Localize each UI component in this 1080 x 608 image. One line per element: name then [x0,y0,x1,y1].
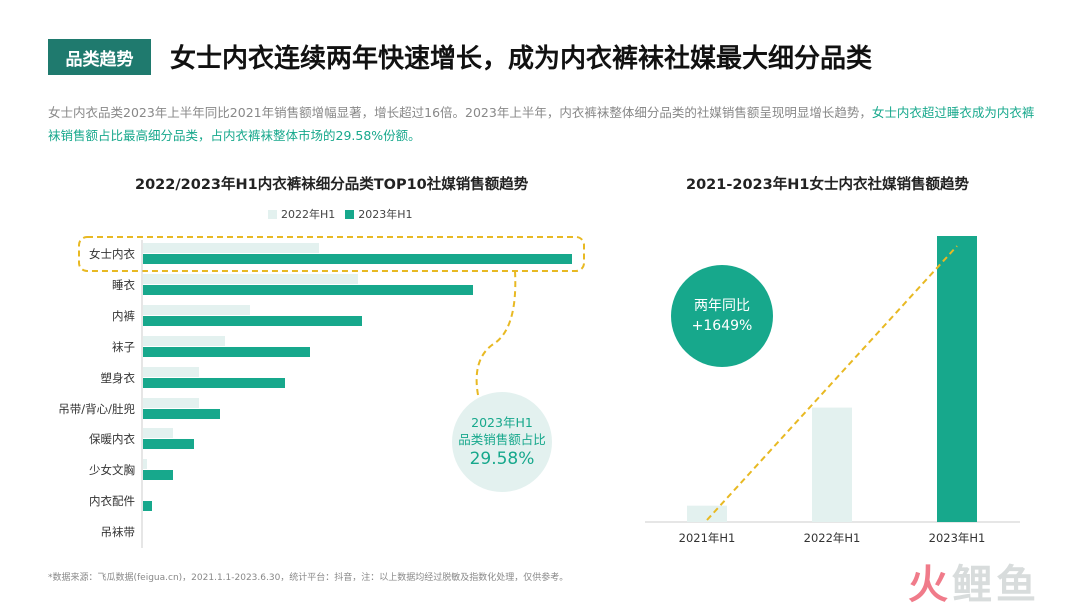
logo-red-char: 火 [908,562,952,608]
category-label: 内衣配件 [89,494,135,509]
category-label: 塑身衣 [100,370,136,385]
highlight-box [78,236,585,272]
category-label: 袜子 [112,339,135,354]
x-tick-label: 2021年H1 [678,531,736,545]
bar-2023 [143,315,362,326]
legend-label-2022: 2022年H1 [281,208,336,221]
x-tick-label: 2022年H1 [803,531,861,545]
legend-item-2023: 2023年H1 [345,206,413,222]
legend-item-2022: 2022年H1 [268,206,335,222]
bar-2022 [143,459,148,470]
growth-callout: 两年同比 +1649% [671,265,773,367]
left-chart-legend: 2022年H1 2023年H1 [268,206,413,222]
logo-grey-chars: 鲤鱼 [952,562,1040,608]
bar-2022 [143,243,319,253]
bar-2022 [143,428,174,439]
category-label: 女士内衣 [89,247,135,261]
bar-2023 [143,377,285,388]
bar-2023 [143,470,174,481]
share-callout-line1: 2023年H1 [471,415,533,430]
bar-2022 [143,366,199,377]
category-label: 睡衣 [112,277,135,292]
callout-connector [475,270,517,396]
description: 女士内衣品类2023年上半年同比2021年销售额增幅显著，增长超过16倍。202… [48,101,1038,147]
bar-2023 [143,408,221,419]
bar-2022 [143,397,199,408]
footer-source: *数据来源：飞瓜数据(feigua.cn)，2021.1.1-2023.6.30… [48,573,569,583]
share-callout-line2: 品类销售额占比 [458,432,546,447]
category-label: 内裤 [112,308,135,323]
trend-line [706,245,958,521]
bar-2023 [143,284,474,295]
category-label: 吊带/背心/肚兜 [58,401,135,416]
right-chart-title: 2021-2023年H1女士内衣社媒销售额趋势 [686,177,969,193]
category-label: 少女文胸 [89,463,135,478]
category-label: 保暖内衣 [89,432,135,447]
bar-2022 [143,335,225,346]
x-tick-label: 2023年H1 [928,531,986,545]
brand-logo: 火鲤鱼 [908,552,1040,608]
column-bar [812,407,852,522]
growth-callout-line1: 两年同比 [694,298,750,314]
left-chart-title: 2022/2023年H1内衣裤袜细分品类TOP10社媒销售额趋势 [135,177,529,193]
description-highlight: 女士内衣超过睡衣成为内衣裤袜销售额占比最高细分品类，占内衣裤袜整体市场的29.5… [48,105,1035,143]
share-callout: 2023年H1 品类销售额占比 29.58% [452,392,552,492]
bar-2022 [143,304,251,315]
legend-swatch-2023 [345,209,355,219]
bar-2023 [143,346,311,357]
legend-swatch-2022 [268,209,277,219]
legend-label-2023: 2023年H1 [358,208,413,221]
column-bar [937,236,977,522]
bar-2023 [143,439,195,450]
description-text: 女士内衣品类2023年上半年同比2021年销售额增幅显著，增长超过16倍。202… [48,105,872,120]
category-label: 吊袜带 [100,525,136,540]
bar-2022 [143,273,358,284]
share-callout-value: 29.58% [469,449,535,469]
growth-callout-value: +1649% [691,318,753,334]
bar-2023 [143,254,572,264]
bar-2023 [143,501,152,512]
section-badge: 品类趋势 [48,39,151,75]
page-title: 女士内衣连续两年快速增长，成为内衣裤袜社媒最大细分品类 [170,44,873,74]
